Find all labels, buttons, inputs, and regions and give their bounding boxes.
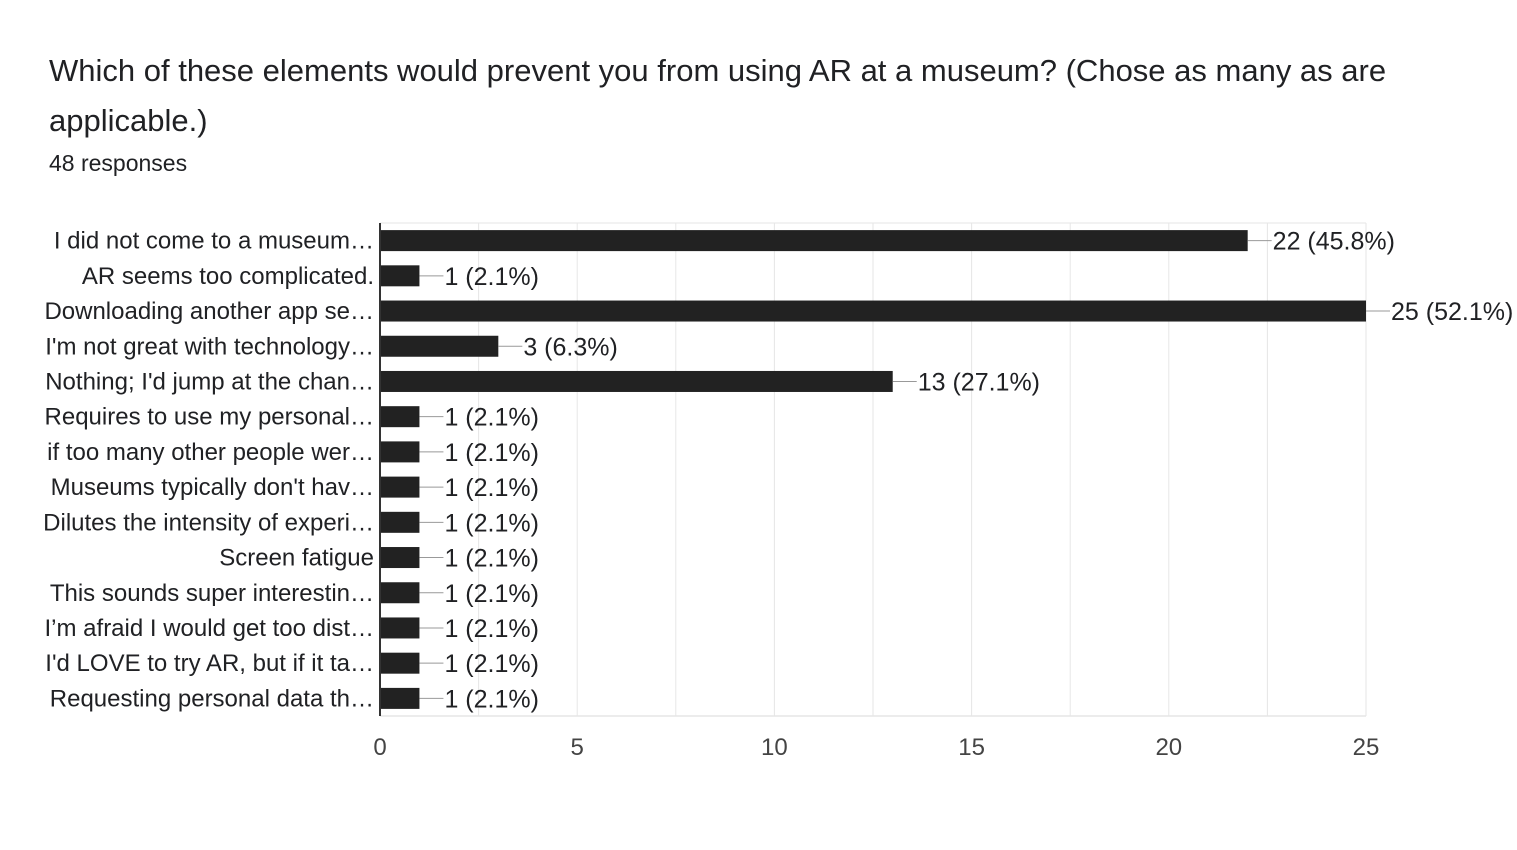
x-tick-label: 5: [571, 734, 584, 761]
category-label: I'd LOVE to try AR, but if it ta…: [45, 650, 374, 677]
data-label: 1 (2.1%): [444, 685, 538, 713]
x-tick-label: 15: [958, 734, 985, 761]
category-label: AR seems too complicated.: [82, 263, 374, 290]
data-label: 1 (2.1%): [444, 263, 538, 291]
category-label: I'm not great with technology…: [45, 333, 374, 360]
x-tick-label: 25: [1353, 734, 1380, 761]
chart-title: Which of these elements would prevent yo…: [49, 53, 1387, 138]
category-label: I did not come to a museum…: [54, 228, 374, 255]
data-label: 1 (2.1%): [444, 580, 538, 608]
category-label: Screen fatigue: [219, 545, 374, 572]
bar: [380, 406, 420, 428]
category-label: Dilutes the intensity of experi…: [43, 509, 374, 536]
data-label: 1 (2.1%): [444, 439, 538, 467]
category-label: Downloading another app se…: [44, 298, 374, 325]
bar: [380, 617, 420, 639]
bar: [380, 230, 1248, 252]
data-label: 1 (2.1%): [444, 474, 538, 502]
x-tick-label: 0: [373, 734, 386, 761]
x-tick-label: 20: [1155, 734, 1182, 761]
data-label: 13 (27.1%): [918, 368, 1040, 396]
bar: [380, 547, 420, 569]
response-count: 48 responses: [49, 150, 188, 176]
category-label: Museums typically don't hav…: [51, 474, 374, 501]
data-label: 1 (2.1%): [444, 545, 538, 573]
data-label: 1 (2.1%): [444, 650, 538, 678]
bar: [380, 335, 499, 357]
category-label: Requires to use my personal…: [45, 404, 374, 431]
category-label: Requesting personal data th…: [50, 685, 374, 712]
category-label: Nothing; I'd jump at the chan…: [45, 368, 374, 395]
data-label: 25 (52.1%): [1391, 298, 1513, 326]
bar: [380, 652, 420, 674]
category-label: I’m afraid I would get too dist…: [45, 615, 374, 642]
bar: [380, 300, 1366, 322]
bar: [380, 476, 420, 498]
data-label: 22 (45.8%): [1273, 228, 1395, 256]
bar: [380, 370, 893, 392]
category-label: if too many other people wer…: [47, 439, 374, 466]
data-label: 3 (6.3%): [523, 333, 617, 361]
category-label: This sounds super interestin…: [50, 580, 374, 607]
bar: [380, 582, 420, 604]
bar: [380, 441, 420, 463]
data-label: 1 (2.1%): [444, 404, 538, 432]
bar: [380, 511, 420, 533]
x-tick-label: 10: [761, 734, 788, 761]
bar: [380, 265, 420, 287]
data-label: 1 (2.1%): [444, 509, 538, 537]
bar: [380, 687, 420, 709]
data-label: 1 (2.1%): [444, 615, 538, 643]
